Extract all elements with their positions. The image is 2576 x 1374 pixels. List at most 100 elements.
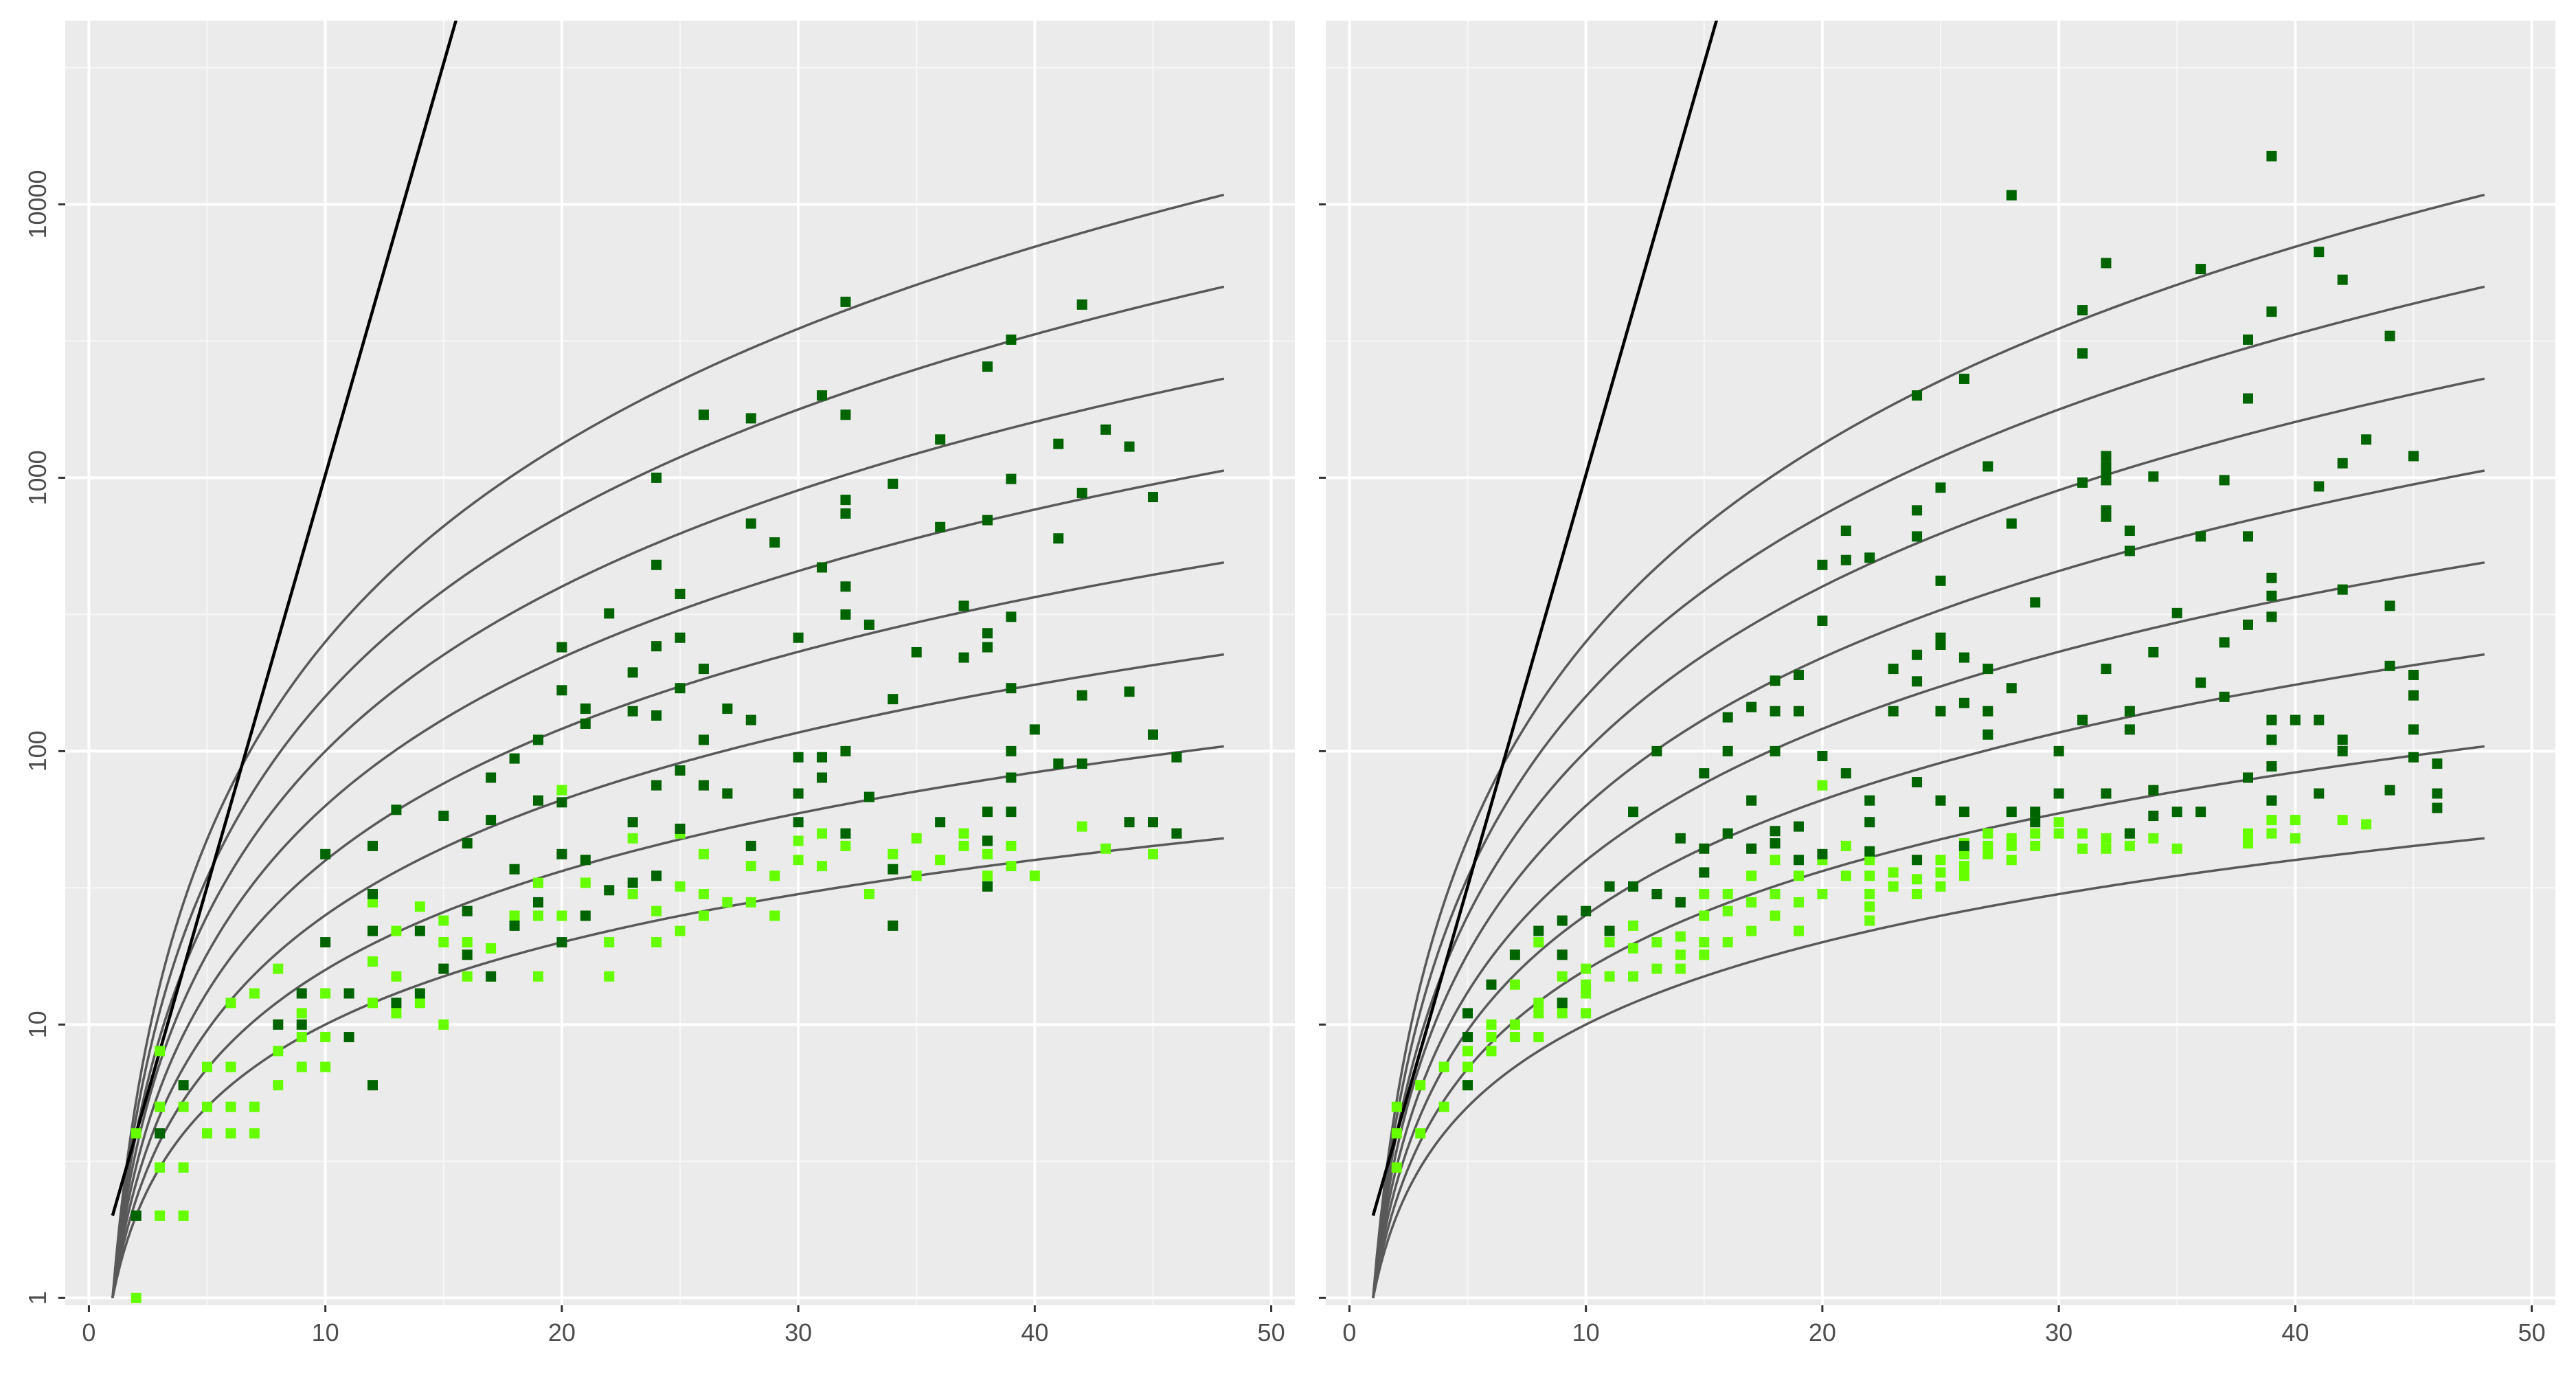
data-point: [722, 703, 733, 714]
data-point: [320, 1061, 331, 1072]
power-curve-k-1.2: [1372, 745, 2485, 1298]
data-point: [2077, 477, 2088, 488]
data-point: [2219, 637, 2230, 648]
data-point: [1486, 979, 1497, 990]
data-point: [675, 632, 686, 643]
data-point: [1722, 888, 1733, 899]
data-point: [1509, 1019, 1520, 1030]
data-point: [2266, 611, 2277, 622]
data-point: [509, 920, 520, 931]
data-point: [249, 988, 260, 999]
data-point: [2408, 752, 2419, 763]
data-point: [343, 988, 354, 999]
data-point: [698, 888, 709, 899]
data-point: [935, 855, 946, 866]
data-point: [1840, 554, 1851, 565]
data-point: [1124, 817, 1135, 828]
data-point: [1722, 712, 1733, 723]
data-point: [2266, 761, 2277, 772]
data-point: [651, 937, 662, 948]
data-point: [1770, 910, 1781, 921]
data-point: [793, 632, 804, 643]
data-point: [225, 1061, 236, 1072]
data-point: [1817, 780, 1828, 791]
data-point: [320, 848, 331, 859]
data-point: [1912, 531, 1923, 542]
data-point: [840, 609, 851, 620]
data-point: [2243, 828, 2253, 839]
data-point: [627, 888, 638, 899]
data-point: [935, 817, 946, 828]
data-point: [2290, 714, 2301, 725]
data-point: [556, 685, 567, 696]
data-point: [1746, 897, 1757, 908]
data-point: [1651, 745, 1662, 756]
data-point: [1533, 998, 1544, 1009]
data-point: [1817, 616, 1828, 627]
data-point: [982, 642, 993, 653]
data-point: [2053, 817, 2064, 828]
data-point: [532, 897, 543, 908]
data-point: [2030, 807, 2041, 818]
data-point: [532, 795, 543, 806]
data-point: [1958, 861, 1969, 872]
data-point: [627, 817, 638, 828]
data-point: [1888, 706, 1899, 717]
data-point: [2124, 840, 2135, 851]
data-point: [1604, 937, 1615, 948]
data-point: [604, 885, 615, 896]
data-point: [1958, 807, 1969, 818]
data-point: [2195, 531, 2206, 542]
data-point: [2266, 590, 2277, 601]
data-point: [1604, 925, 1615, 936]
data-point: [863, 619, 874, 630]
data-point: [1147, 729, 1158, 740]
data-point: [888, 848, 899, 859]
data-point: [1958, 697, 1969, 708]
data-point: [2384, 660, 2395, 671]
data-point: [1391, 1101, 1402, 1112]
data-point: [2337, 745, 2348, 756]
data-point: [2384, 330, 2395, 341]
data-point: [1438, 1061, 1449, 1072]
data-point: [296, 988, 307, 999]
data-point: [1675, 897, 1686, 908]
reference-curves: [111, 21, 1225, 1298]
x-tick-label: 0: [1342, 1318, 1356, 1347]
data-point: [1675, 833, 1686, 844]
data-point: [1864, 817, 1875, 828]
data-point: [1462, 1008, 1473, 1019]
data-point: [178, 1210, 189, 1221]
data-point: [1722, 745, 1733, 756]
data-point: [556, 642, 567, 653]
data-point: [1699, 949, 1710, 960]
data-point: [1770, 826, 1781, 837]
data-point: [2266, 734, 2277, 745]
data-point: [249, 1101, 260, 1112]
data-point: [698, 910, 709, 921]
data-point: [2432, 788, 2443, 799]
data-point: [2243, 772, 2253, 783]
data-point: [556, 848, 567, 859]
data-point: [627, 706, 638, 717]
x-axis: 0 10 20 30 40 50: [1342, 1305, 2546, 1347]
data-point: [1486, 1046, 1497, 1057]
data-point: [320, 1032, 331, 1043]
data-point: [2124, 828, 2135, 839]
data-point: [1604, 971, 1615, 982]
data-point: [1864, 552, 1875, 563]
data-point: [1581, 979, 1592, 990]
data-point: [438, 937, 449, 948]
data-point: [1912, 390, 1923, 401]
data-point: [462, 838, 473, 849]
data-point: [1006, 611, 1017, 622]
data-point: [1699, 768, 1710, 779]
data-point: [1675, 963, 1686, 974]
data-point: [296, 1032, 307, 1043]
data-point: [675, 765, 686, 776]
data-point: [2148, 833, 2159, 844]
data-point: [1722, 905, 1733, 916]
data-point: [840, 508, 851, 519]
data-point: [1982, 706, 1993, 717]
power-curve-k-2: [111, 377, 1225, 1298]
